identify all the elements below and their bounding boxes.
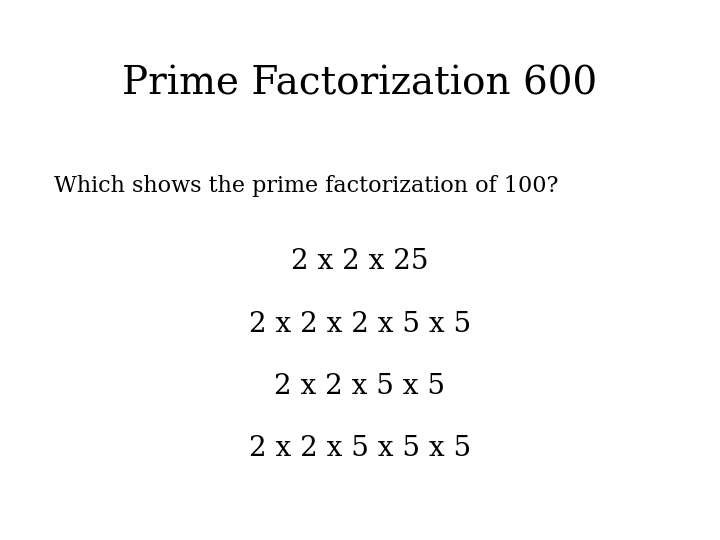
Text: 2 x 2 x 2 x 5 x 5: 2 x 2 x 2 x 5 x 5: [249, 310, 471, 338]
Text: 2 x 2 x 5 x 5: 2 x 2 x 5 x 5: [274, 373, 446, 400]
Text: 2 x 2 x 5 x 5 x 5: 2 x 2 x 5 x 5 x 5: [249, 435, 471, 462]
Text: Which shows the prime factorization of 100?: Which shows the prime factorization of 1…: [54, 176, 559, 197]
Text: 2 x 2 x 25: 2 x 2 x 25: [292, 248, 428, 275]
Text: Prime Factorization 600: Prime Factorization 600: [122, 65, 598, 102]
